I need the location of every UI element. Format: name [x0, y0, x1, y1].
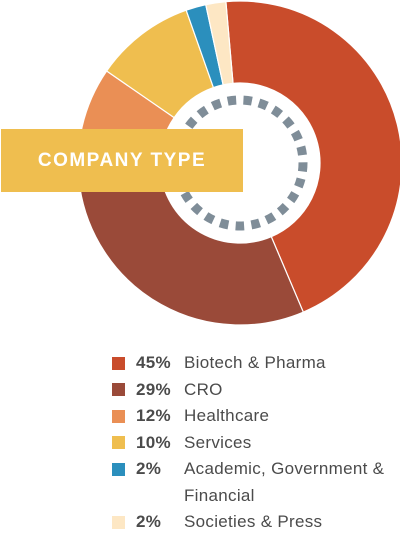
pie-slice-6: [205, 0, 234, 86]
legend-swatch: [112, 383, 125, 396]
legend-swatch: [112, 356, 125, 370]
legend-label: Societies & Press: [184, 512, 323, 531]
legend-percent: 10%: [136, 432, 171, 452]
pie-slice-1: [225, 0, 400, 313]
legend-label: Healthcare: [184, 406, 270, 425]
legend-item: 2% Societies & Press: [112, 509, 400, 536]
chart-legend: 45% Biotech & Pharma 29% CRO 12% Healthcare 10…: [112, 350, 400, 536]
legend-swatch: [112, 515, 125, 529]
legend-item: 2% Academic, Government & Financial: [112, 456, 400, 509]
legend-label: CRO: [184, 379, 223, 399]
company-type-banner: COMPANY TYPE: [1, 129, 243, 192]
legend-item: 45% Biotech & Pharma: [112, 350, 400, 377]
legend-item: 12% Healthcare: [112, 403, 400, 430]
legend-swatch: [112, 462, 125, 476]
pie-slice-2: [79, 174, 305, 326]
legend-label: Biotech & Pharma: [184, 353, 326, 372]
legend-item: 29% CRO: [112, 377, 400, 404]
legend-swatch: [112, 409, 125, 423]
legend-percent: 45%: [136, 353, 171, 372]
legend-item: 10% Services: [112, 430, 400, 457]
banner-title: COMPANY TYPE: [37, 149, 207, 171]
legend-percent: 29%: [136, 379, 171, 399]
legend-percent: 2%: [136, 459, 162, 478]
legend-swatch: [112, 436, 125, 449]
legend-percent: 2%: [136, 512, 162, 531]
legend-percent: 12%: [136, 406, 171, 425]
legend-label: Services: [184, 432, 252, 452]
legend-label: Academic, Government & Financial: [184, 459, 385, 505]
